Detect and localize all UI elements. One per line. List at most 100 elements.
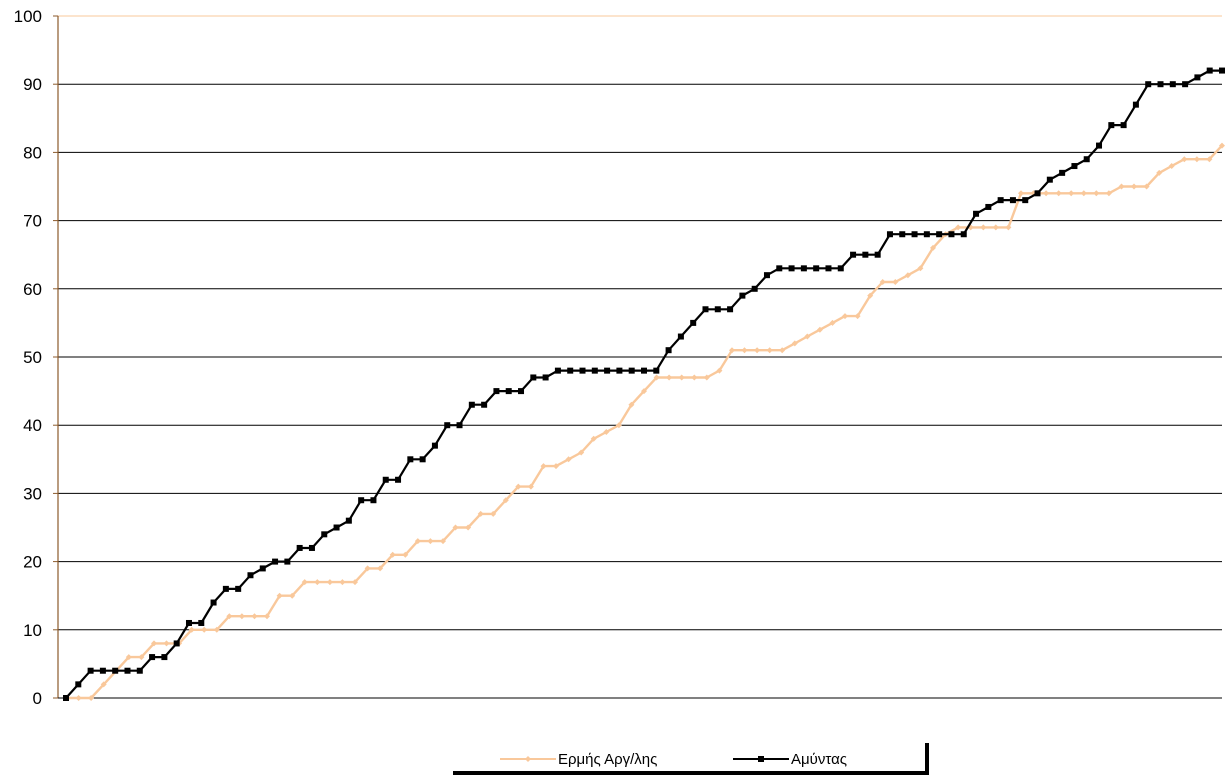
data-point — [1018, 190, 1024, 197]
y-tick-label: 90 — [23, 75, 42, 94]
data-point — [791, 340, 798, 347]
series-line — [66, 144, 1223, 700]
data-point — [867, 292, 874, 299]
data-point — [825, 265, 832, 272]
data-point — [1169, 81, 1176, 88]
data-point — [1071, 163, 1078, 170]
data-point — [741, 347, 748, 354]
data-point — [1168, 163, 1175, 169]
y-tick-label: 30 — [23, 484, 42, 503]
data-point — [75, 695, 82, 701]
data-point — [816, 326, 823, 333]
data-point — [1118, 183, 1125, 190]
data-point — [899, 231, 906, 238]
data-point — [251, 613, 258, 620]
data-point — [264, 613, 270, 620]
data-point — [955, 224, 962, 231]
data-point — [776, 265, 783, 272]
data-point — [527, 483, 534, 490]
data-point — [201, 626, 208, 633]
data-point — [779, 347, 786, 354]
data-point — [678, 374, 685, 381]
data-point — [804, 333, 811, 340]
data-point — [1105, 190, 1112, 197]
data-point — [502, 497, 509, 504]
data-point — [628, 367, 635, 374]
series-layer — [63, 67, 1225, 701]
y-tick-label: 10 — [23, 621, 42, 640]
data-point — [427, 538, 434, 545]
data-point — [345, 517, 352, 524]
data-point — [185, 619, 192, 626]
data-point — [419, 456, 426, 463]
data-point — [296, 544, 303, 551]
data-point — [892, 279, 899, 285]
data-point — [370, 497, 377, 504]
data-point — [616, 367, 623, 374]
data-point — [138, 654, 145, 661]
data-point — [124, 667, 131, 674]
data-point — [567, 367, 574, 374]
data-point — [440, 538, 446, 545]
data-point — [1022, 197, 1029, 204]
data-point — [690, 319, 697, 326]
data-point — [911, 231, 918, 238]
legend-item-0: Ερμής Αργ/λης — [500, 751, 657, 768]
data-point — [1143, 183, 1150, 190]
data-point — [716, 367, 723, 374]
data-point — [75, 681, 82, 688]
data-point — [1059, 169, 1066, 176]
data-point — [1145, 81, 1152, 88]
data-point — [703, 374, 710, 381]
data-point — [992, 224, 999, 231]
data-point — [691, 374, 698, 381]
data-point — [1206, 67, 1213, 74]
data-point — [289, 592, 296, 599]
data-point — [542, 374, 549, 381]
data-point — [161, 654, 168, 661]
data-point — [339, 579, 346, 586]
legend-box — [449, 739, 925, 771]
y-tick-label: 50 — [23, 348, 42, 367]
data-point — [850, 251, 857, 258]
legend-label: Αμύντας — [791, 751, 847, 768]
series-line — [65, 69, 1222, 699]
data-point — [813, 265, 820, 272]
data-point — [1132, 101, 1139, 108]
data-point — [352, 579, 358, 586]
data-point — [578, 449, 585, 456]
data-point — [591, 367, 598, 374]
legend-item-1: Αμύντας — [733, 751, 847, 768]
data-point — [714, 306, 721, 313]
gridlines — [58, 15, 1222, 631]
axes — [53, 15, 1222, 699]
data-point — [358, 497, 365, 504]
data-point — [1043, 190, 1050, 197]
data-point — [590, 435, 597, 442]
data-point — [666, 374, 673, 381]
data-point — [603, 429, 610, 435]
data-point — [739, 292, 746, 299]
data-point — [364, 565, 371, 572]
data-point — [377, 565, 384, 572]
series-1 — [63, 67, 1225, 701]
data-point — [136, 667, 143, 674]
data-point — [923, 231, 930, 238]
data-point — [960, 231, 967, 238]
data-point — [163, 640, 170, 647]
data-point — [886, 231, 893, 238]
data-point — [1080, 190, 1087, 197]
data-point — [1156, 169, 1163, 176]
data-point — [407, 456, 414, 463]
data-point — [1182, 81, 1189, 88]
data-point — [198, 619, 205, 626]
data-point — [1157, 81, 1164, 88]
data-point — [604, 367, 611, 374]
data-point — [431, 442, 438, 449]
data-point — [641, 367, 647, 374]
data-point — [125, 654, 132, 661]
data-point — [481, 401, 488, 408]
data-point — [917, 265, 924, 272]
data-point — [615, 422, 622, 429]
